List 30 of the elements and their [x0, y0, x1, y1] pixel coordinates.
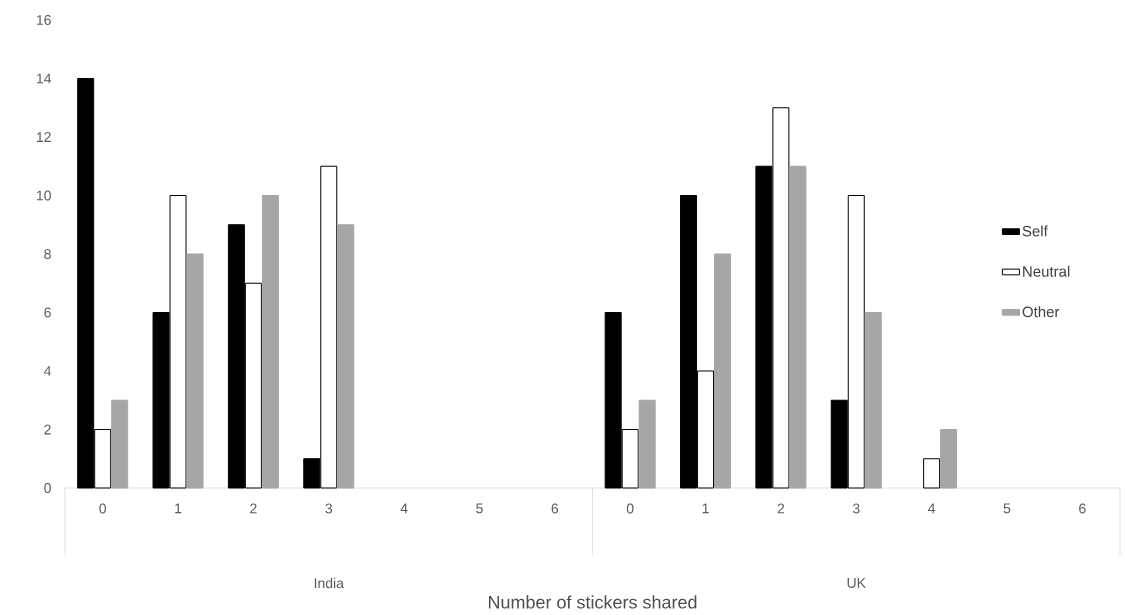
text: India [314, 577, 344, 589]
x-tick-label: 5 [1003, 503, 1011, 514]
y-tick-label: 8 [44, 249, 51, 259]
y-tick-label: 14 [36, 73, 52, 84]
x-tick-label: 4 [400, 503, 408, 514]
bar [923, 458, 941, 489]
x-tick-label: 4 [928, 503, 936, 514]
x-tick-label: 6 [551, 503, 559, 514]
y-tick-label: 10 [36, 190, 51, 201]
y-tick-label: 0 [44, 483, 51, 493]
legend-label: Self [1022, 225, 1048, 237]
x-tick-label: 0 [626, 503, 634, 514]
text: UK [847, 578, 866, 588]
legend-label: Neutral [1023, 265, 1070, 277]
legend-label: Other [1022, 306, 1060, 318]
x-tick-label: 5 [476, 503, 483, 514]
x-tick-label: 1 [175, 503, 182, 514]
y-tick-label: 16 [36, 15, 51, 25]
y-tick-label: 2 [44, 424, 51, 435]
x-tick-label: 1 [702, 503, 709, 514]
x-tick-label: 2 [777, 503, 785, 514]
y-tick-label: 4 [44, 366, 52, 376]
x-tick-label: 3 [325, 503, 333, 514]
x-tick-label: 3 [852, 503, 860, 514]
x-tick-label: 6 [1079, 503, 1086, 514]
y-tick-label: 6 [44, 307, 51, 318]
x-tick-label: 2 [250, 503, 257, 514]
y-tick-label: 12 [36, 132, 51, 142]
x-tick-label: 0 [99, 503, 107, 514]
x-axis-title: Number of stickers shared [488, 595, 697, 609]
